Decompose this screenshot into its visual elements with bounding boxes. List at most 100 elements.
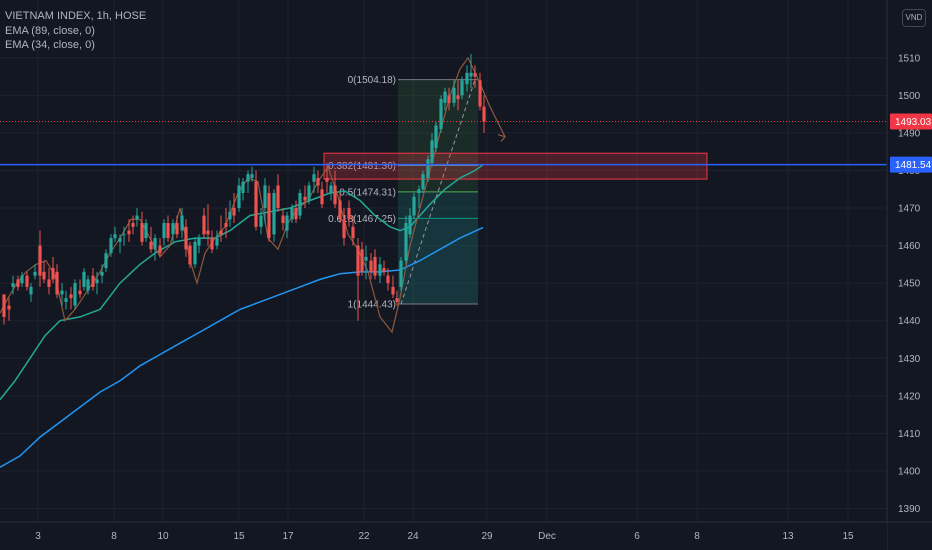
fib-level-label[interactable]: 1(1444.43) bbox=[348, 300, 396, 311]
symbol-title[interactable]: VIETNAM INDEX, 1h, HOSE bbox=[5, 10, 147, 22]
candle-body bbox=[417, 189, 421, 193]
candle-body bbox=[193, 241, 197, 265]
candle-body bbox=[175, 223, 179, 235]
candle-body bbox=[276, 185, 280, 209]
candle-body bbox=[360, 249, 364, 272]
candle-body bbox=[95, 279, 99, 284]
current-price-badge: 1493.03 bbox=[895, 117, 932, 128]
candle-body bbox=[100, 271, 104, 276]
candle-body bbox=[210, 238, 214, 250]
candle-body bbox=[118, 238, 122, 242]
candle-body bbox=[347, 208, 351, 220]
y-tick-label: 1450 bbox=[898, 279, 921, 290]
x-tick-label: 3 bbox=[35, 531, 41, 542]
x-tick-label: 13 bbox=[782, 531, 794, 542]
candle-body bbox=[312, 174, 316, 182]
candle-body bbox=[482, 106, 486, 122]
candle-body bbox=[184, 226, 188, 250]
candle-body bbox=[320, 189, 324, 205]
candle-body bbox=[166, 223, 170, 239]
candle-body bbox=[162, 223, 166, 239]
candlesticks bbox=[2, 54, 486, 325]
x-tick-label: 6 bbox=[634, 531, 640, 542]
candle-body bbox=[404, 223, 408, 261]
fib-retracement: 0(1504.18) 0.382(1481.36) 0.5(1474.31) 0.61… bbox=[328, 75, 478, 311]
candle-body bbox=[135, 215, 139, 220]
candle-body bbox=[294, 208, 298, 220]
resistance-zone[interactable] bbox=[323, 152, 708, 180]
y-tick-label: 1390 bbox=[898, 504, 921, 515]
legend-ema34[interactable]: EMA (34, close, 0) bbox=[5, 39, 95, 51]
candle-body bbox=[426, 159, 430, 178]
candle-body bbox=[342, 219, 346, 239]
candle-body bbox=[351, 226, 355, 239]
candle-body bbox=[113, 234, 117, 239]
x-tick-label: 15 bbox=[842, 531, 854, 542]
fib-band bbox=[398, 79, 478, 166]
candle-body bbox=[237, 185, 241, 209]
candle-body bbox=[188, 245, 192, 265]
candle-body bbox=[285, 215, 289, 231]
candle-body bbox=[47, 279, 51, 287]
candle-body bbox=[250, 174, 254, 178]
zigzag-arrowhead bbox=[497, 134, 507, 143]
candle-body bbox=[246, 174, 250, 182]
fib-level-label[interactable]: 0.618(1467.25) bbox=[328, 214, 396, 225]
level-price-badge: 1481.54 bbox=[895, 160, 932, 171]
candle-body bbox=[263, 185, 267, 209]
candle-body bbox=[272, 192, 276, 235]
candle-body bbox=[378, 264, 382, 276]
candle-body bbox=[131, 223, 135, 227]
fib-level-label[interactable]: 0.5(1474.31) bbox=[339, 187, 396, 198]
candle-body bbox=[325, 177, 329, 182]
candle-body bbox=[11, 283, 15, 287]
candle-body bbox=[369, 260, 373, 272]
grid-lines bbox=[0, 0, 887, 522]
candle-body bbox=[382, 268, 386, 272]
candle-body bbox=[329, 185, 333, 193]
currency-button[interactable]: VND bbox=[902, 9, 926, 27]
time-axis: 3 8 10 15 17 22 24 29 Dec 6 8 13 15 bbox=[0, 521, 932, 550]
candle-body bbox=[158, 245, 162, 254]
y-tick-label: 1510 bbox=[898, 53, 921, 64]
candle-body bbox=[412, 196, 416, 216]
candle-body bbox=[460, 80, 464, 96]
candle-body bbox=[224, 223, 228, 227]
candle-body bbox=[434, 125, 438, 148]
x-tick-label: 8 bbox=[694, 531, 700, 542]
legend-ema89[interactable]: EMA (89, close, 0) bbox=[5, 24, 95, 37]
candle-body bbox=[64, 298, 68, 302]
fib-level-label[interactable]: 0(1504.18) bbox=[348, 75, 396, 86]
candle-body bbox=[86, 279, 90, 291]
fib-band bbox=[398, 165, 478, 192]
candle-body bbox=[180, 215, 184, 231]
candle-body bbox=[122, 234, 126, 236]
candle-body bbox=[91, 275, 95, 287]
candle-body bbox=[55, 271, 59, 295]
x-tick-label: 8 bbox=[111, 531, 117, 542]
x-tick-label: 17 bbox=[282, 531, 294, 542]
candle-body bbox=[399, 260, 403, 287]
fib-level-label[interactable]: 0.382(1481.36) bbox=[328, 161, 396, 172]
candle-body bbox=[153, 238, 157, 250]
candle-body bbox=[303, 196, 307, 201]
candle-body bbox=[140, 223, 144, 242]
level-price-badge-bg bbox=[890, 156, 932, 173]
candle-body bbox=[465, 72, 469, 85]
candle-body bbox=[364, 256, 368, 261]
candle-body bbox=[447, 95, 451, 103]
candle-body bbox=[127, 230, 131, 235]
candle-body bbox=[259, 215, 263, 227]
x-tick-label: 15 bbox=[233, 531, 245, 542]
y-tick-label: 1410 bbox=[898, 429, 921, 440]
y-tick-label: 1470 bbox=[898, 204, 921, 215]
x-tick-label: 24 bbox=[407, 531, 419, 542]
candle-body bbox=[215, 238, 219, 246]
candle-body bbox=[281, 215, 285, 224]
chart-legend: VIETNAM INDEX, 1h, HOSE EMA (89, close, … bbox=[5, 9, 146, 53]
fib-trend-line bbox=[400, 79, 476, 305]
candle-body bbox=[197, 238, 201, 246]
candle-body bbox=[430, 140, 434, 163]
